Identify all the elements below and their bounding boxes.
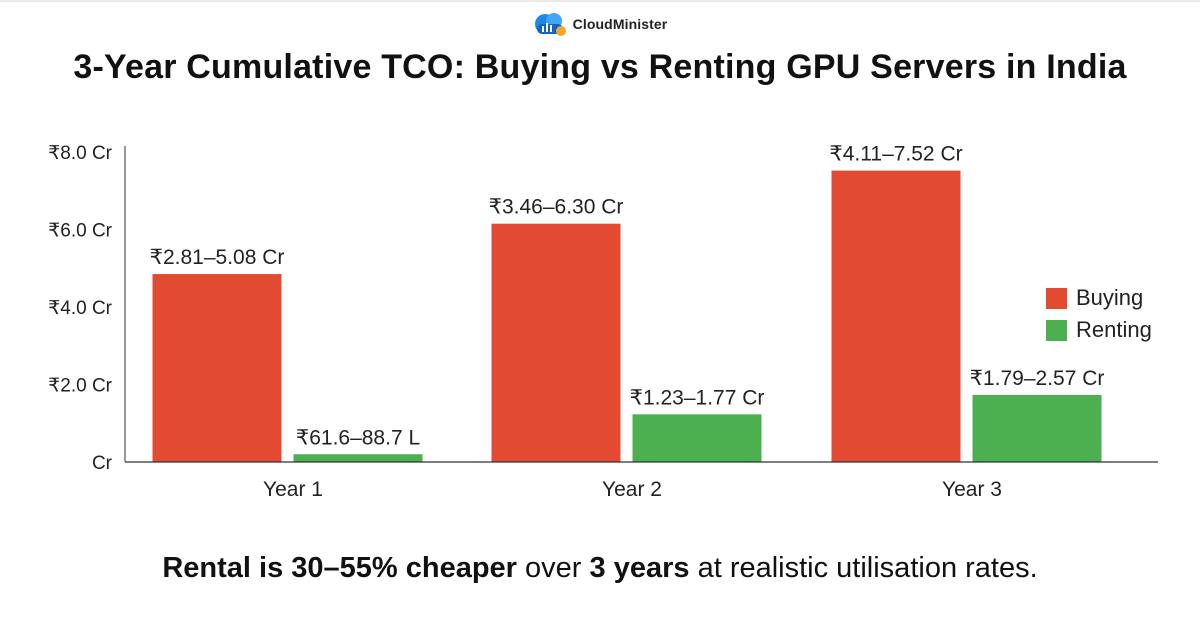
bars: ₹2.81–5.08 Cr ₹61.6–88.7 L ₹3.46–6.30 Cr ₹1… <box>150 143 1105 462</box>
bar-renting-year-3 <box>972 394 1102 462</box>
footer-emphasis-2: 3 years <box>589 552 690 584</box>
y-tick-label: ₹4.0 Cr <box>48 298 113 319</box>
bar-buying-year-2 <box>491 223 621 462</box>
footer-emphasis-1: Rental is 30–55% cheaper <box>162 552 517 584</box>
x-tick-label: Year 2 <box>602 478 662 501</box>
footer-text-2: at realistic utilisation rates. <box>689 552 1038 584</box>
cloud-logo-icon <box>534 13 566 36</box>
legend-swatch-buying <box>1046 287 1067 309</box>
data-label: ₹3.46–6.30 Cr <box>489 196 624 219</box>
top-divider <box>0 0 1200 2</box>
footer-note: Rental is 30–55% cheaper over 3 years at… <box>0 552 1200 585</box>
brand-name: CloudMinister <box>572 16 668 32</box>
bar-buying-year-3 <box>831 170 961 462</box>
y-tick-label: Cr <box>92 453 113 474</box>
legend-label-buying: Buying <box>1076 285 1144 310</box>
legend-item-buying: Buying <box>1046 282 1152 314</box>
bar-renting-year-2 <box>632 414 762 462</box>
data-label: ₹4.11–7.52 Cr <box>829 143 962 166</box>
data-label: ₹2.81–5.08 Cr <box>150 246 285 269</box>
y-tick-label: ₹6.0 Cr <box>48 221 113 242</box>
data-label: ₹61.6–88.7 L <box>296 426 420 449</box>
x-tick-label: Year 1 <box>263 478 323 501</box>
x-axis: Year 1 Year 2 Year 3 <box>125 461 1158 501</box>
legend: Buying Renting <box>1046 282 1152 346</box>
brand-logo: CloudMinister <box>0 11 1200 37</box>
y-tick-label: ₹2.0 Cr <box>48 376 113 397</box>
y-tick-label: ₹8.0 Cr <box>48 143 113 164</box>
y-axis: Cr ₹2.0 Cr ₹4.0 Cr ₹6.0 Cr ₹8.0 Cr <box>48 143 126 474</box>
bar-buying-year-1 <box>152 274 282 462</box>
legend-label-renting: Renting <box>1076 317 1152 342</box>
x-tick-label: Year 3 <box>942 478 1002 501</box>
legend-swatch-renting <box>1046 319 1067 341</box>
data-label: ₹1.23–1.77 Cr <box>630 386 765 409</box>
data-label: ₹1.79–2.57 Cr <box>970 367 1105 390</box>
bar-renting-year-1 <box>293 454 423 462</box>
legend-item-renting: Renting <box>1046 314 1152 346</box>
chart-title: 3-Year Cumulative TCO: Buying vs Renting… <box>73 48 1127 86</box>
footer-text-1: over <box>516 552 590 584</box>
